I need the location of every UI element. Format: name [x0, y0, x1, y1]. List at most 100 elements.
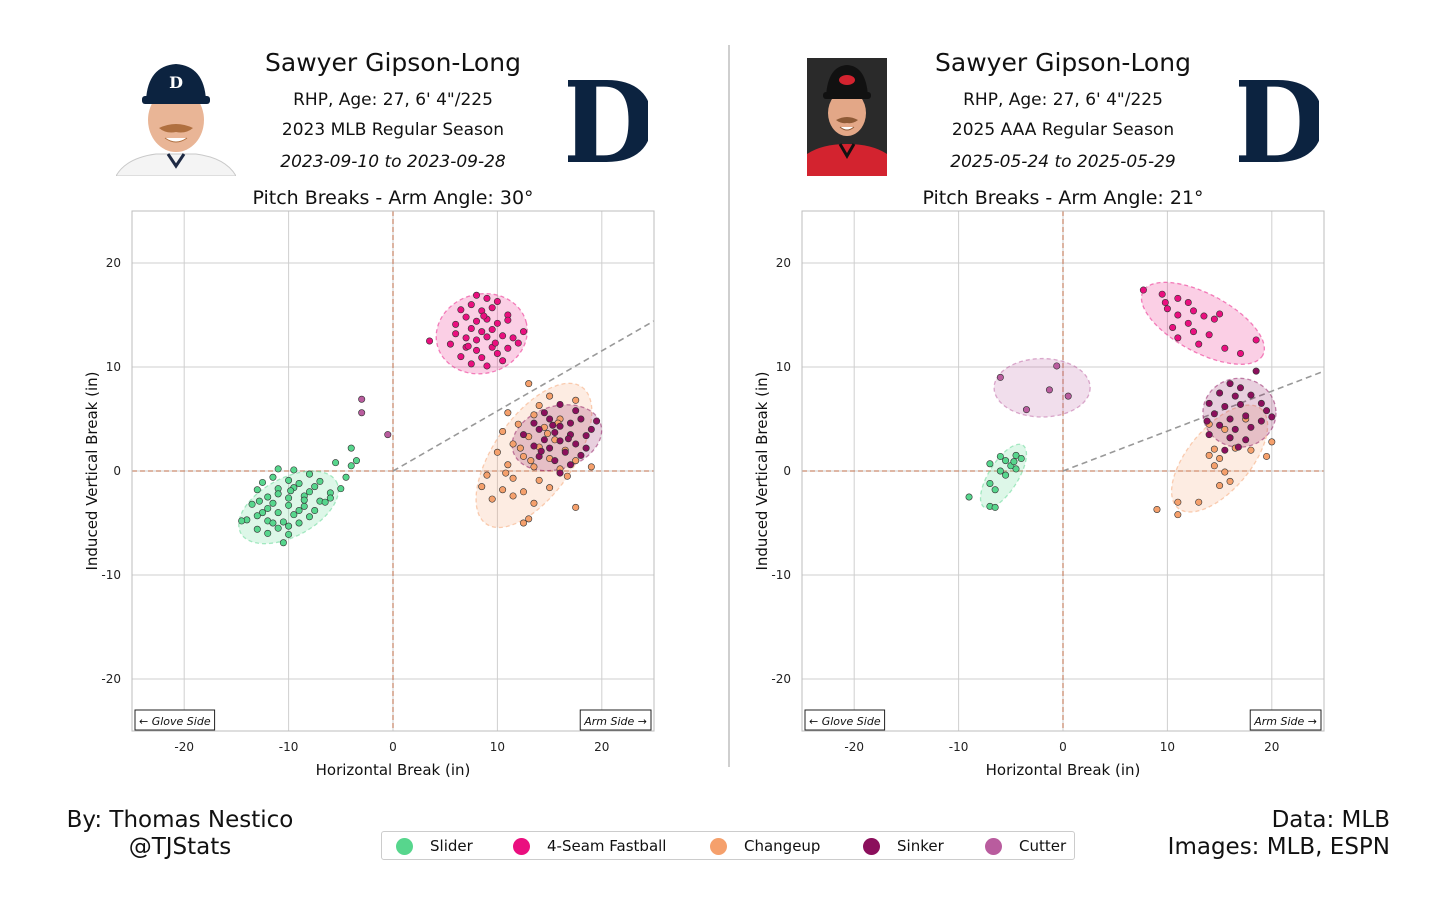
point-sinker [582, 432, 590, 440]
point-4-seam-fastball [1221, 344, 1229, 352]
pitch-break-chart-left: -20 -10 0 10 20 -20 -10 0 10 20 Horizontal Break (… [83, 210, 655, 779]
point-changeup [483, 471, 491, 479]
point-4-seam-fastball [457, 306, 465, 314]
author-handle: @TJStats [128, 834, 232, 860]
point-slider [347, 462, 355, 470]
series-changeup [1153, 415, 1276, 519]
point-slider [316, 477, 324, 485]
detroit-tigers-d-logo-icon: D D [556, 55, 659, 192]
point-slider [248, 500, 256, 508]
team-logo-right: D D [1227, 55, 1330, 192]
point-4-seam-fastball [1216, 310, 1224, 318]
point-slider [305, 488, 313, 496]
point-4-seam-fastball [462, 313, 470, 321]
point-4-seam-fastball [488, 326, 496, 334]
point-slider [290, 466, 298, 474]
point-4-seam-fastball [1252, 336, 1260, 344]
image-source: Images: MLB, ESPN [1167, 834, 1390, 860]
arm-side-label-text: Arm Side → [1253, 715, 1317, 728]
detroit-tigers-d-logo-icon: D D [1227, 55, 1330, 192]
point-cutter [996, 373, 1004, 381]
point-changeup [504, 461, 512, 469]
point-changeup [1174, 498, 1182, 506]
point-4-seam-fastball [1210, 315, 1218, 323]
x-tick-label: 20 [594, 740, 609, 754]
point-slider [264, 493, 272, 501]
point-slider [305, 470, 313, 478]
point-sinker [593, 417, 601, 425]
point-4-seam-fastball [452, 330, 460, 338]
point-slider [996, 452, 1004, 460]
data-source: Data: MLB [1271, 807, 1390, 833]
glove-side-label: ← Glove Side [804, 709, 886, 731]
point-changeup [478, 483, 486, 491]
point-sinker [1216, 421, 1224, 429]
arm-side-label-box [1249, 709, 1322, 731]
y-tick-label: 20 [776, 256, 791, 270]
player-headshot-icon [807, 58, 887, 176]
arm-angle-line [1062, 370, 1325, 472]
point-slider [321, 498, 329, 506]
point-changeup [1226, 477, 1234, 485]
series-4-seam-fastball [426, 291, 527, 370]
point-slider [279, 518, 287, 526]
point-sinker [519, 431, 527, 439]
point-4-seam-fastball [483, 294, 491, 302]
point-slider [991, 503, 999, 511]
point-4-seam-fastball [509, 334, 517, 342]
point-4-seam-fastball [1174, 311, 1182, 319]
point-slider [1012, 465, 1020, 473]
player-name-left: Sawyer Gipson-Long [265, 48, 521, 77]
player-headshot-icon: D [116, 58, 236, 176]
point-4-seam-fastball [478, 354, 486, 362]
point-changeup [488, 495, 496, 503]
point-changeup [1221, 468, 1229, 476]
point-changeup [535, 476, 543, 484]
x-tick-label: -20 [174, 740, 194, 754]
point-slider [1002, 457, 1010, 465]
pitch-break-chart-right: -20 -10 0 10 20 -20 -10 0 10 20 Horizontal Break (… [753, 210, 1325, 779]
point-4-seam-fastball [446, 340, 454, 348]
point-cutter [1022, 406, 1030, 414]
point-sinker [1257, 399, 1265, 407]
point-sinker [1205, 431, 1213, 439]
chart-title-right: Pitch Breaks - Arm Angle: 21° [922, 187, 1204, 209]
point-slider [274, 490, 282, 498]
point-slider [285, 530, 293, 538]
point-changeup [1210, 445, 1218, 453]
point-slider [996, 467, 1004, 475]
y-tick-label: -10 [771, 568, 791, 582]
point-sinker [1226, 434, 1234, 442]
legend-label-changeup: Changeup [744, 837, 821, 855]
point-sinker [540, 409, 548, 417]
arm-side-label-box [579, 709, 652, 731]
point-slider [290, 511, 298, 519]
point-changeup [546, 392, 554, 400]
point-sinker [1247, 391, 1255, 399]
point-4-seam-fastball [1205, 331, 1213, 339]
point-slider [986, 460, 994, 468]
point-slider [991, 486, 999, 494]
point-sinker [1242, 412, 1250, 420]
point-slider [274, 524, 282, 532]
point-sinker [566, 419, 574, 427]
point-4-seam-fastball [1236, 349, 1244, 357]
series-cutter [996, 362, 1072, 414]
point-changeup [525, 380, 533, 388]
point-changeup [1174, 511, 1182, 519]
point-4-seam-fastball [1195, 340, 1203, 348]
point-4-seam-fastball [467, 325, 475, 333]
plot-border [131, 210, 655, 732]
point-4-seam-fastball [1174, 294, 1182, 302]
point-sinker [1263, 407, 1271, 415]
point-4-seam-fastball [1139, 286, 1147, 294]
point-sinker [1226, 415, 1234, 423]
y-tick-label: 20 [106, 256, 121, 270]
arm-side-label-text: Arm Side → [583, 715, 647, 728]
point-changeup [509, 440, 517, 448]
point-sinker [1242, 436, 1250, 444]
point-sinker [566, 461, 574, 469]
point-changeup [1221, 425, 1229, 433]
point-sinker [530, 419, 538, 427]
player-bio-left: RHP, Age: 27, 6' 4"/225 [293, 90, 493, 110]
